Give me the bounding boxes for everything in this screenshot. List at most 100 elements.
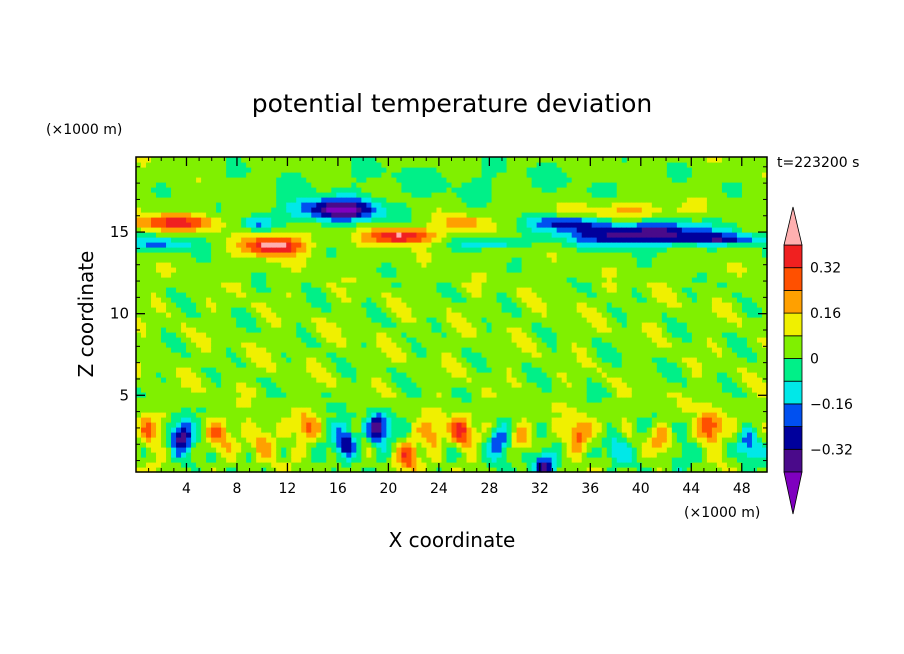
field-cell <box>156 332 162 338</box>
field-cell <box>246 367 252 373</box>
field-cell <box>151 347 157 353</box>
field-cell <box>241 272 247 278</box>
field-cell <box>306 307 312 313</box>
field-cell <box>141 202 147 208</box>
field-cell <box>276 317 282 323</box>
field-cell <box>176 252 182 258</box>
field-cell <box>361 262 367 268</box>
field-cell <box>311 317 317 323</box>
field-cell <box>191 337 197 343</box>
field-cell <box>336 267 342 273</box>
field-cell <box>271 322 277 328</box>
field-cell <box>296 317 302 323</box>
field-cell <box>206 307 212 313</box>
field-cell <box>491 247 498 253</box>
field-cell <box>201 162 207 168</box>
field-cell <box>306 287 312 293</box>
field-cell <box>461 397 468 403</box>
field-cell <box>141 352 147 358</box>
field-cell <box>136 237 142 243</box>
field-cell <box>296 267 302 273</box>
field-cell <box>371 427 377 433</box>
field-cell <box>311 257 317 263</box>
field-cell <box>141 267 147 273</box>
field-cell <box>321 187 327 193</box>
field-cell <box>296 302 302 308</box>
field-cell <box>456 267 463 273</box>
field-cell <box>306 217 312 223</box>
field-cell <box>196 232 202 238</box>
field-cell <box>406 227 413 233</box>
field-cell <box>461 217 468 223</box>
field-cell <box>516 202 523 208</box>
field-cell <box>396 207 403 213</box>
field-cell <box>241 327 247 333</box>
field-cell <box>176 237 182 243</box>
field-cell <box>456 162 463 168</box>
field-cell <box>201 407 207 413</box>
field-cell <box>496 347 503 353</box>
field-cell <box>331 252 337 258</box>
field-cell <box>236 212 242 218</box>
field-cell <box>176 267 182 273</box>
field-cell <box>366 222 372 228</box>
field-cell <box>411 337 418 343</box>
field-cell <box>481 197 488 203</box>
field-cell <box>486 172 493 178</box>
field-cell <box>171 392 177 398</box>
field-cell <box>386 407 393 413</box>
field-cell <box>231 447 237 453</box>
field-cell <box>401 267 408 273</box>
field-cell <box>306 257 312 263</box>
field-cell <box>241 202 247 208</box>
field-cell <box>271 327 277 333</box>
field-cell <box>186 217 192 223</box>
field-cell <box>386 212 393 218</box>
field-cell <box>391 332 398 338</box>
field-cell <box>431 362 438 368</box>
field-cell <box>186 257 192 263</box>
field-cell <box>151 357 157 363</box>
field-cell <box>216 247 222 253</box>
field-cell <box>176 392 182 398</box>
field-cell <box>291 347 297 353</box>
field-cell <box>406 257 413 263</box>
field-cell <box>441 442 448 448</box>
field-cell <box>216 182 222 188</box>
field-cell <box>416 277 423 283</box>
field-cell <box>201 422 207 428</box>
field-cell <box>156 372 162 378</box>
field-cell <box>386 232 393 238</box>
field-cell <box>471 272 478 278</box>
field-cell <box>451 207 458 213</box>
field-cell <box>206 427 212 433</box>
field-cell <box>296 277 302 283</box>
field-cell <box>321 277 327 283</box>
field-cell <box>411 452 418 458</box>
field-cell <box>431 402 438 408</box>
field-cell <box>181 247 187 253</box>
field-cell <box>151 352 157 358</box>
field-cell <box>416 442 423 448</box>
field-cell <box>506 187 513 193</box>
field-cell <box>491 202 498 208</box>
field-cell <box>486 177 493 183</box>
field-cell <box>146 302 152 308</box>
field-cell <box>451 362 458 368</box>
field-cell <box>171 352 177 358</box>
field-cell <box>426 452 433 458</box>
field-cell <box>411 257 418 263</box>
field-cell <box>386 267 393 273</box>
field-cell <box>191 332 197 338</box>
field-cell <box>306 252 312 258</box>
field-cell <box>516 377 523 383</box>
field-cell <box>301 442 307 448</box>
field-cell <box>416 342 423 348</box>
field-cell <box>156 212 162 218</box>
field-cell <box>231 397 237 403</box>
field-cell <box>316 407 322 413</box>
field-cell <box>136 397 142 403</box>
field-cell <box>276 352 282 358</box>
field-cell <box>371 412 377 418</box>
field-cell <box>401 452 408 458</box>
